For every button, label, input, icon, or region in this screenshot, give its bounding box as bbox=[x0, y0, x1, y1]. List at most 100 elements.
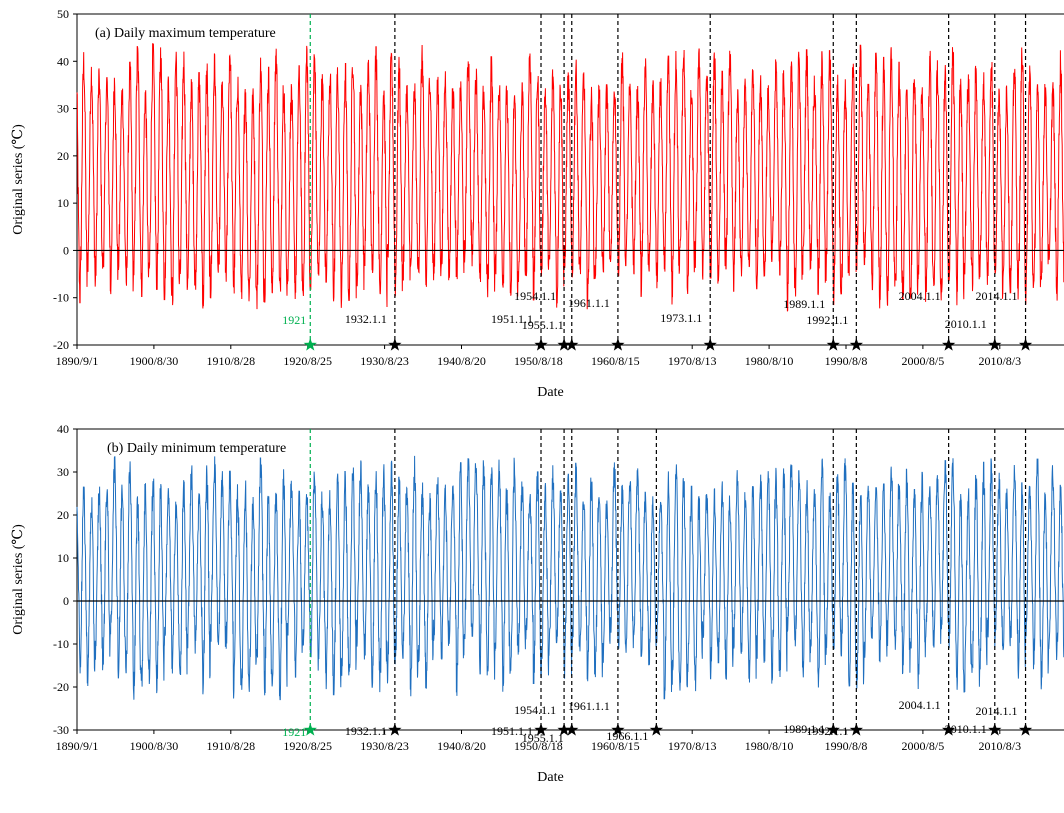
panel-title: (b) Daily minimum temperature bbox=[107, 441, 286, 456]
breakpoint-star bbox=[1018, 338, 1033, 351]
breakpoint-label: 2014.1.1 bbox=[976, 289, 1018, 303]
x-tick-label: 1970/8/13 bbox=[668, 739, 717, 753]
breakpoint-label: 2010.1.1 bbox=[945, 722, 987, 736]
breakpoint-label: 1954.1.1 bbox=[514, 289, 556, 303]
y-tick-label: 20 bbox=[57, 508, 69, 522]
breakpoint-label: 1989.1.1 bbox=[783, 297, 825, 311]
breakpoint-label: 1951.1.1 bbox=[491, 724, 533, 738]
x-tick-label: 1920/8/25 bbox=[283, 739, 332, 753]
breakpoint-label: 1966.1.1 bbox=[606, 729, 648, 743]
y-tick-label: -30 bbox=[53, 723, 69, 737]
breakpoint-label: 1961.1.1 bbox=[568, 699, 610, 713]
y-tick-label: -20 bbox=[53, 338, 69, 352]
y-tick-label: 40 bbox=[57, 54, 69, 68]
breakpoint-label: 1921 bbox=[282, 725, 306, 739]
y-tick-label: 50 bbox=[57, 7, 69, 21]
x-tick-label: 2010/8/3 bbox=[978, 739, 1021, 753]
x-tick-label: 1890/9/1 bbox=[56, 739, 99, 753]
breakpoint-star bbox=[826, 723, 840, 736]
x-tick-label: 1920/8/25 bbox=[283, 354, 332, 368]
breakpoint-star bbox=[565, 338, 579, 351]
breakpoint-label: 2010.1.1 bbox=[945, 317, 987, 331]
panel-b-min-temperature: -30 -20 -10 0 10 20 30 40 1890/9/1 1900/8/30 1910/… bbox=[11, 422, 1064, 785]
breakpoint-star bbox=[849, 723, 863, 736]
breakpoint-star bbox=[1018, 723, 1033, 736]
x-tick-label: 2000/8/5 bbox=[902, 739, 945, 753]
breakpoint-star bbox=[826, 338, 840, 351]
breakpoint-label: 1973.1.1 bbox=[660, 311, 702, 325]
x-tick-label: 1970/8/13 bbox=[668, 354, 717, 368]
breakpoint-label: 1932.1.1 bbox=[345, 312, 387, 326]
y-tick-label: -10 bbox=[53, 637, 69, 651]
breakpoint-label: 1992.1.1 bbox=[806, 724, 848, 738]
y-tick-label: 30 bbox=[57, 465, 69, 479]
x-tick-label: 1960/8/15 bbox=[591, 354, 640, 368]
breakpoint-label: 2004.1.1 bbox=[899, 289, 941, 303]
breakpoint-label: 1961.1.1 bbox=[568, 296, 610, 310]
y-axis-label: Original series (℃) bbox=[11, 524, 26, 635]
breakpoint-star bbox=[557, 723, 571, 736]
panel-a-max-temperature: -20 -10 0 10 20 30 40 50 1890/9/1 1900/8/30 1910/8… bbox=[11, 7, 1064, 400]
breakpoint-label: 1955.1.1 bbox=[522, 318, 564, 332]
breakpoint-star bbox=[534, 338, 548, 351]
y-tick-label: 20 bbox=[57, 149, 69, 163]
breakpoint-star bbox=[941, 723, 956, 736]
x-tick-label: 1930/8/23 bbox=[360, 354, 409, 368]
y-tick-label: -10 bbox=[53, 291, 69, 305]
x-tick-label: 1960/8/15 bbox=[591, 739, 640, 753]
breakpoint-star bbox=[611, 338, 625, 351]
breakpoint-star bbox=[303, 723, 317, 736]
x-tick-label: 1950/8/18 bbox=[514, 739, 563, 753]
breakpoint-star bbox=[988, 723, 1002, 736]
x-tick-label: 1980/8/10 bbox=[745, 739, 794, 753]
temperature-series-line bbox=[76, 455, 1064, 701]
y-axis-label: Original series (℃) bbox=[11, 124, 26, 235]
x-tick-label: 1980/8/10 bbox=[745, 354, 794, 368]
y-tick-label: -20 bbox=[53, 680, 69, 694]
breakpoint-star bbox=[849, 338, 863, 351]
y-tick-label: 10 bbox=[57, 551, 69, 565]
y-tick-label: 30 bbox=[57, 102, 69, 116]
x-tick-label: 1940/8/20 bbox=[437, 739, 486, 753]
x-tick-label: 1890/9/1 bbox=[56, 354, 99, 368]
breakpoint-label: 1954.1.1 bbox=[514, 703, 556, 717]
x-tick-label: 2000/8/5 bbox=[902, 354, 945, 368]
x-tick-label: 1910/8/28 bbox=[206, 354, 255, 368]
panel-title: (a) Daily maximum temperature bbox=[95, 26, 276, 41]
x-tick-label: 1990/8/8 bbox=[825, 354, 868, 368]
x-tick-label: 1950/8/18 bbox=[514, 354, 563, 368]
breakpoint-label: 1989.1.1 bbox=[783, 722, 825, 736]
y-tick-label: 0 bbox=[63, 243, 69, 257]
x-tick-label: 1900/8/30 bbox=[130, 354, 179, 368]
breakpoint-label: 1932.1.1 bbox=[345, 724, 387, 738]
x-tick-label: 1930/8/23 bbox=[360, 739, 409, 753]
breakpoint-star bbox=[388, 723, 402, 736]
breakpoint-star bbox=[941, 338, 956, 351]
breakpoint-star bbox=[703, 338, 717, 351]
x-tick-label: 1900/8/30 bbox=[130, 739, 179, 753]
breakpoint-label: 1992.1.1 bbox=[806, 313, 848, 327]
y-tick-label: 40 bbox=[57, 422, 69, 436]
y-tick-label: 0 bbox=[63, 594, 69, 608]
temperature-series-line bbox=[76, 43, 1064, 312]
breakpoint-star bbox=[303, 338, 317, 351]
breakpoint-star bbox=[388, 338, 402, 351]
x-tick-label: 1940/8/20 bbox=[437, 354, 486, 368]
x-tick-label: 2010/8/3 bbox=[978, 354, 1021, 368]
x-axis-label: Date bbox=[537, 770, 563, 785]
breakpoint-label: 1921 bbox=[282, 313, 306, 327]
x-tick-label: 1910/8/28 bbox=[206, 739, 255, 753]
y-tick-label: 10 bbox=[57, 196, 69, 210]
breakpoint-star bbox=[611, 723, 625, 736]
breakpoint-star bbox=[534, 723, 548, 736]
breakpoint-label: 1955.1.1 bbox=[522, 731, 564, 745]
x-axis-label: Date bbox=[537, 385, 563, 400]
breakpoint-label: 2014.1.1 bbox=[976, 704, 1018, 718]
breakpoint-label: 1951.1.1 bbox=[491, 312, 533, 326]
x-tick-label: 1990/8/8 bbox=[825, 739, 868, 753]
breakpoint-star bbox=[565, 723, 579, 736]
breakpoint-star bbox=[649, 723, 664, 736]
breakpoint-label: 2004.1.1 bbox=[899, 698, 941, 712]
breakpoint-star bbox=[557, 338, 571, 351]
